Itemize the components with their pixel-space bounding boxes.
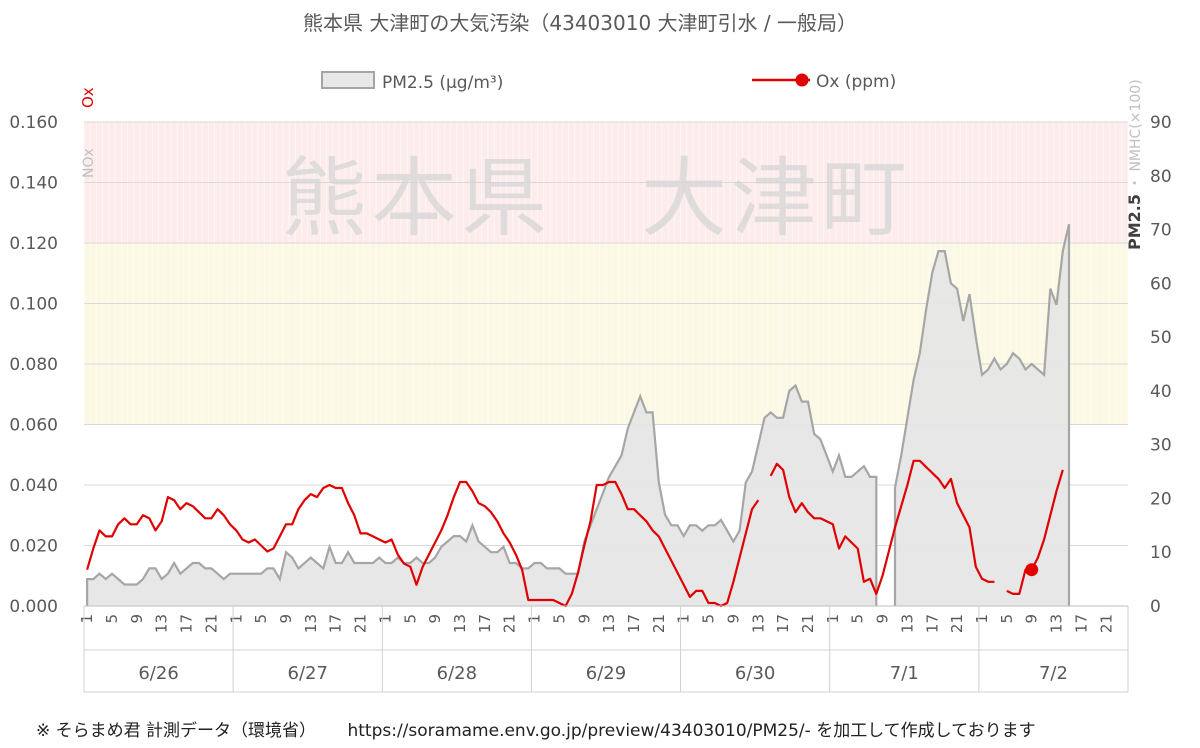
date-label: 6/28 bbox=[437, 663, 477, 684]
hour-tick-label: 5 bbox=[849, 614, 867, 624]
hour-tick-label: 1 bbox=[973, 614, 991, 624]
hour-tick-label: 5 bbox=[103, 614, 121, 624]
hour-tick-label: 9 bbox=[1023, 614, 1041, 624]
hour-tick-label: 21 bbox=[352, 614, 370, 633]
left-tick-label: 0.120 bbox=[9, 234, 58, 254]
hour-tick-label: 5 bbox=[700, 614, 718, 624]
hour-tick-label: 17 bbox=[923, 614, 941, 633]
right-tick-label: 60 bbox=[1150, 274, 1172, 294]
left-tick-label: 0.020 bbox=[9, 537, 58, 557]
hour-tick-label: 17 bbox=[327, 614, 345, 633]
pm25-area-0 bbox=[87, 385, 877, 606]
hour-tick-label: 21 bbox=[650, 614, 668, 633]
footer: ※ そらまめ君 計測データ（環境省） https://soramame.env.… bbox=[36, 716, 1062, 741]
left-tick-label: 0.000 bbox=[9, 597, 58, 617]
legend-pm25-swatch bbox=[321, 71, 375, 89]
right-tick-label: 20 bbox=[1150, 489, 1172, 509]
ox-marker bbox=[1025, 563, 1039, 577]
hour-tick-label: 13 bbox=[153, 614, 171, 633]
hour-tick-label: 9 bbox=[128, 614, 146, 624]
hour-tick-label: 9 bbox=[874, 614, 892, 624]
hour-tick-label: 5 bbox=[401, 614, 419, 624]
ox-line-0 bbox=[86, 480, 760, 608]
hour-tick-label: 1 bbox=[526, 614, 544, 624]
hour-tick-label: 1 bbox=[376, 614, 394, 624]
hour-tick-label: 9 bbox=[426, 614, 444, 624]
hour-tick-label: 21 bbox=[202, 614, 220, 633]
left-axis-label-nox: NOx bbox=[81, 148, 97, 178]
left-tick-label: 0.140 bbox=[9, 174, 58, 194]
hour-tick-label: 17 bbox=[625, 614, 643, 633]
left-tick-label: 0.060 bbox=[9, 416, 58, 436]
right-tick-label: 10 bbox=[1150, 543, 1172, 563]
pm25-area-1 bbox=[895, 224, 1069, 606]
right-tick-label: 90 bbox=[1150, 113, 1172, 133]
date-label: 7/2 bbox=[1039, 663, 1068, 684]
hour-tick-label: 1 bbox=[78, 614, 96, 624]
date-label: 6/29 bbox=[586, 663, 626, 684]
right-tick-label: 80 bbox=[1150, 167, 1172, 187]
hour-tick-label: 13 bbox=[302, 614, 320, 633]
right-tick-label: 50 bbox=[1150, 328, 1172, 348]
legend-ox-label: Ox (ppm) bbox=[816, 72, 896, 92]
hour-tick-label: 13 bbox=[898, 614, 916, 633]
right-tick-label: 70 bbox=[1150, 221, 1172, 241]
watermark: 熊本県 大津町 bbox=[281, 149, 911, 249]
hour-tick-label: 17 bbox=[774, 614, 792, 633]
left-axis-label-ox: Ox bbox=[79, 87, 97, 108]
hour-tick-label: 21 bbox=[948, 614, 966, 633]
chart-title: 熊本県 大津町の大気汚染（43403010 大津町引水 / 一般局） bbox=[303, 11, 857, 35]
hour-tick-label: 17 bbox=[476, 614, 494, 633]
hour-tick-label: 9 bbox=[575, 614, 593, 624]
date-label: 7/1 bbox=[890, 663, 919, 684]
ox-line-2 bbox=[1006, 469, 1064, 596]
right-axis-label-pm25: PM2.5 bbox=[1125, 194, 1144, 250]
legend-pm25-label: PM2.5 (μg/m³) bbox=[382, 73, 503, 93]
pm25-line-1 bbox=[893, 223, 1071, 606]
right-tick-label: 0 bbox=[1150, 597, 1161, 617]
hour-tick-label: 1 bbox=[824, 614, 842, 624]
legend-ox-marker bbox=[795, 73, 809, 87]
hour-tick-label: 17 bbox=[1072, 614, 1090, 633]
date-label: 6/26 bbox=[138, 663, 178, 684]
pm25-line-0 bbox=[85, 383, 878, 606]
hour-tick-label: 17 bbox=[178, 614, 196, 633]
left-tick-label: 0.160 bbox=[9, 113, 58, 133]
footer-source: ※ そらまめ君 計測データ（環境省） bbox=[36, 721, 317, 741]
hour-tick-label: 21 bbox=[1097, 614, 1115, 633]
left-tick-label: 0.040 bbox=[9, 476, 58, 496]
hour-tick-label: 13 bbox=[749, 614, 767, 633]
ox-line-1 bbox=[769, 459, 995, 596]
right-tick-label: 40 bbox=[1150, 382, 1172, 402]
hour-tick-label: 1 bbox=[675, 614, 693, 624]
hour-tick-label: 5 bbox=[252, 614, 270, 624]
hour-tick-label: 13 bbox=[1048, 614, 1066, 633]
left-tick-label: 0.080 bbox=[9, 355, 58, 375]
hour-tick-label: 21 bbox=[799, 614, 817, 633]
footer-url-note: https://soramame.env.go.jp/preview/43403… bbox=[347, 721, 1036, 741]
date-label: 6/27 bbox=[288, 663, 328, 684]
hour-tick-label: 1 bbox=[227, 614, 245, 624]
hour-tick-label: 13 bbox=[451, 614, 469, 633]
hour-tick-label: 9 bbox=[724, 614, 742, 624]
right-axis-label-nmhc: ・ NMHC(×100) bbox=[1128, 79, 1144, 190]
date-label: 6/30 bbox=[735, 663, 775, 684]
hour-tick-label: 9 bbox=[277, 614, 295, 624]
hour-tick-label: 21 bbox=[501, 614, 519, 633]
left-tick-label: 0.100 bbox=[9, 295, 58, 315]
right-tick-label: 30 bbox=[1150, 436, 1172, 456]
hour-tick-label: 5 bbox=[550, 614, 568, 624]
hour-tick-label: 13 bbox=[600, 614, 618, 633]
hour-tick-label: 5 bbox=[998, 614, 1016, 624]
